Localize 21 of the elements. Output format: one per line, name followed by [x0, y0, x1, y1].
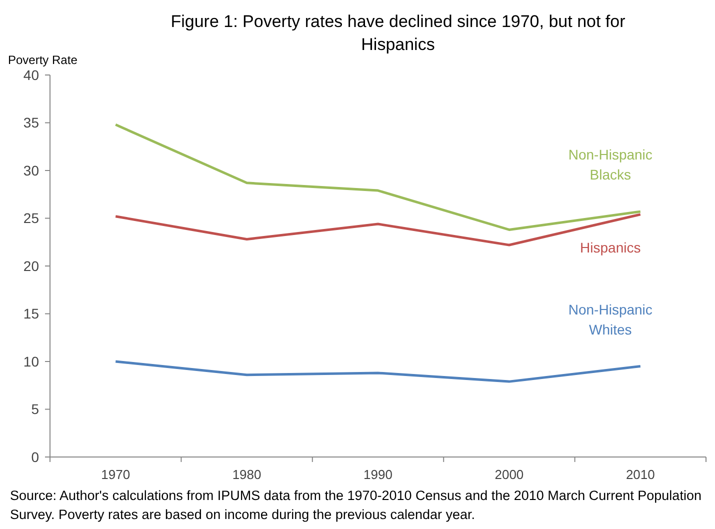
line-series: [114, 360, 642, 383]
x-tick-label: 1980: [232, 467, 262, 482]
y-tick-label: 35: [23, 114, 40, 131]
source-note: Source: Author's calculations from IPUMS data from the 1970-2010 Census and the 2010 March Current Population Survey. Poverty rates are based on income during the previous calendar year.: [9, 487, 702, 524]
x-tick-label: 1990: [364, 467, 392, 482]
text: Non-Hispanic Whites: [568, 301, 652, 338]
y-tick-label: 15: [23, 306, 40, 322]
x-tick-label: 2010: [626, 467, 655, 482]
y-tick-label: 10: [23, 353, 40, 370]
x-tick-label: 2000: [494, 467, 524, 482]
series-label: Hispanics: [580, 239, 641, 256]
y-tick-label: 40: [23, 66, 40, 83]
y-tick-label: 20: [23, 258, 40, 274]
y-axis-title: Poverty Rate: [8, 53, 78, 67]
x-tick-label: 1970: [101, 467, 130, 482]
y-tick-label: 5: [31, 401, 40, 418]
y-tick-label: 0: [31, 448, 40, 465]
y-tick-label: 30: [23, 162, 40, 178]
text: Non-Hispanic Blacks: [568, 146, 652, 183]
y-tick-label: 25: [23, 210, 40, 226]
chart-title: Figure 1: Poverty rates have declined since 1970, but not for Hispanics: [170, 11, 626, 56]
